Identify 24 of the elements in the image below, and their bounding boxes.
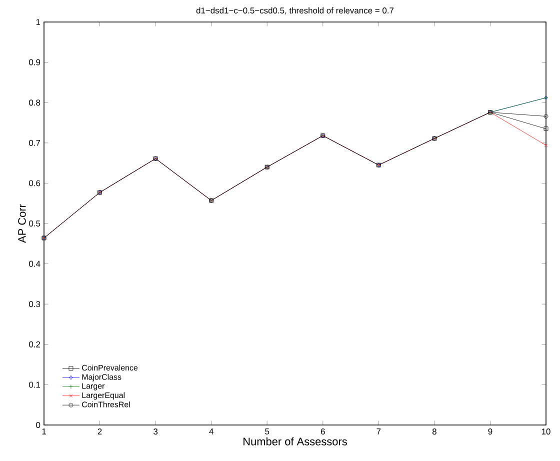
y-axis-title: AP Corr: [18, 204, 26, 243]
x-tick-label: 7: [376, 428, 381, 434]
y-tick-label: 0.9: [29, 59, 40, 66]
x-tick-label: 10: [542, 428, 550, 435]
x-tick-label: 9: [488, 428, 492, 435]
y-tick-label: 0.3: [29, 301, 40, 308]
x-tick-label: 3: [154, 428, 158, 435]
x-tick-label: 5: [265, 428, 270, 434]
chart-title: d1−dsd1−c−0.5−csd0.5, threshold of relevance = 0.7: [196, 7, 394, 14]
y-tick-label: 0.5: [29, 220, 40, 226]
y-tick-label: 0: [36, 422, 40, 428]
y-tick-label: 1: [36, 19, 40, 25]
y-tick-label: 0.1: [29, 382, 40, 388]
x-tick-label: 4: [209, 428, 214, 434]
x-tick-label: 1: [42, 428, 46, 434]
x-axis-title: Number of Assessors: [244, 437, 347, 446]
y-tick-label: 0.2: [29, 341, 40, 348]
x-tick-label: 8: [432, 428, 436, 435]
y-tick-label: 0.6: [29, 180, 40, 186]
x-tick-label: 2: [98, 428, 102, 434]
y-tick-label: 0.7: [29, 140, 40, 146]
y-tick-label: 0.8: [29, 100, 40, 106]
y-tick-label: 0.4: [29, 260, 40, 267]
x-tick-label: 6: [320, 428, 325, 435]
